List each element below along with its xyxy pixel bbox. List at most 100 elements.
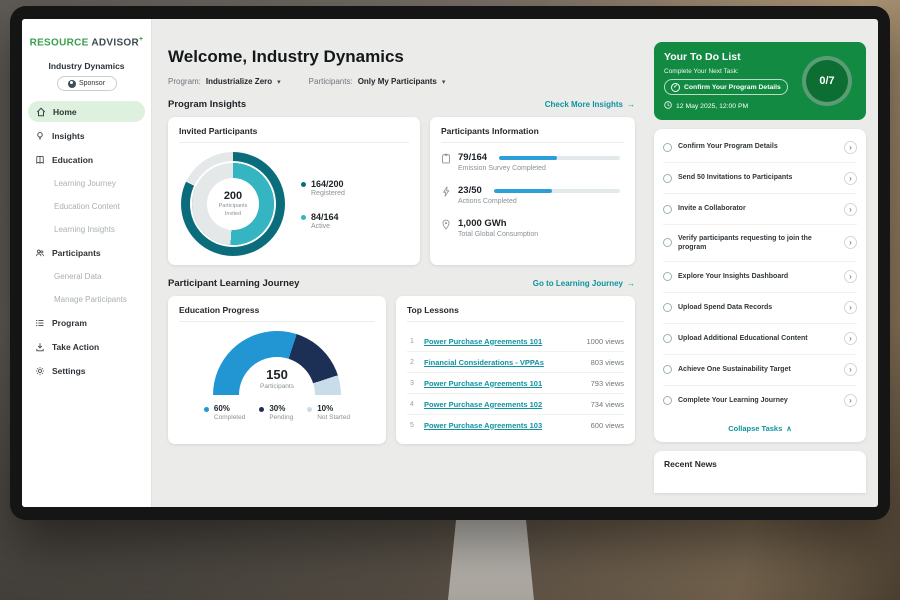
chevron-right-icon[interactable]: › [844, 363, 857, 377]
lesson-rank: 3 [410, 379, 414, 387]
lesson-views: 734 views [590, 399, 624, 409]
program-filter-dropdown[interactable]: Program: Industrialize Zero ▾ [168, 77, 281, 86]
sidebar-item-program[interactable]: Program [22, 311, 151, 335]
legend-item-active: 84/164 Active [301, 212, 345, 230]
sidebar-item-manage-participants[interactable]: Manage Participants [22, 288, 151, 311]
todo-progress-ring: 0/7 [802, 56, 852, 106]
lesson-link[interactable]: Power Purchase Agreements 102 [424, 399, 543, 409]
lesson-link[interactable]: Financial Considerations - VPPAs [424, 357, 544, 367]
invited-donut-chart: 200 Participants Invited [181, 152, 285, 256]
lesson-link[interactable]: Power Purchase Agreements 101 [424, 378, 543, 388]
sidebar-item-settings[interactable]: Settings [22, 359, 151, 383]
sidebar-item-label: Learning Insights [54, 225, 115, 235]
task-label: Upload Additional Educational Content [678, 335, 808, 343]
card-title: Participants Information [441, 126, 624, 143]
sidebar-item-general-data[interactable]: General Data [22, 265, 151, 288]
legend-item-pending: 30% Pending [259, 404, 293, 421]
sponsor-badge-label: Sponsor [78, 80, 106, 88]
journey-cards-row: Education Progress 150 Participants [168, 296, 635, 444]
task-checkbox[interactable] [663, 396, 672, 406]
sidebar-item-education-content[interactable]: Education Content [22, 195, 151, 218]
sidebar-item-home[interactable]: Home [28, 101, 145, 123]
chevron-right-icon[interactable]: › [844, 140, 857, 154]
sidebar-item-education[interactable]: Education [22, 148, 151, 172]
task-row[interactable]: Verify participants requesting to join t… [663, 225, 857, 262]
sidebar-item-participants[interactable]: Participants [22, 241, 151, 265]
invited-participants-card: Invited Participants 200 Participants In… [168, 117, 420, 265]
brand-advisor: ADVISOR [91, 37, 140, 49]
sidebar-item-label: Education Content [54, 202, 120, 212]
task-checkbox[interactable] [663, 142, 672, 152]
task-label: Verify participants requesting to join t… [678, 234, 812, 251]
section-title: Participant Learning Journey [168, 278, 300, 289]
sponsor-person-icon [67, 79, 76, 88]
lesson-views: 1000 views [586, 336, 624, 346]
task-row[interactable]: Complete Your Learning Journey › [663, 386, 857, 416]
link-label: Go to Learning Journey [532, 279, 623, 288]
lesson-link[interactable]: Power Purchase Agreements 101 [424, 336, 543, 346]
sidebar-item-label: Manage Participants [54, 295, 127, 305]
chevron-right-icon[interactable]: › [844, 236, 857, 250]
legend-value: 10% [317, 404, 334, 413]
chevron-right-icon[interactable]: › [844, 332, 857, 346]
recent-news-card: Recent News [654, 450, 866, 493]
task-checkbox[interactable] [663, 173, 672, 183]
task-checkbox[interactable] [663, 272, 672, 282]
legend-item-completed: 60% Completed [203, 404, 245, 421]
task-label: Complete Your Learning Journey [678, 397, 788, 405]
chevron-right-icon[interactable]: › [844, 171, 857, 185]
task-row[interactable]: Upload Spend Data Records › [663, 293, 857, 324]
sidebar-item-insights[interactable]: Insights [22, 124, 151, 148]
task-row[interactable]: Confirm Your Program Details › [663, 132, 857, 163]
progress-fill [493, 188, 552, 193]
check-more-insights-link[interactable]: Check More Insights → [545, 100, 635, 109]
gauge-value: 150 [266, 367, 288, 382]
legend-dot [307, 407, 313, 412]
lesson-link[interactable]: Power Purchase Agreements 103 [424, 420, 543, 430]
task-checkbox[interactable] [663, 204, 672, 214]
stat-global-consumption: 1,000 GWh Total Global Consumption [441, 218, 624, 238]
sidebar-item-label: Participants [52, 248, 101, 259]
task-row[interactable]: Explore Your Insights Dashboard › [663, 262, 857, 293]
task-checkbox[interactable] [663, 334, 672, 344]
collapse-tasks-link[interactable]: Collapse Tasks ∧ [663, 416, 857, 437]
sidebar-item-label: General Data [54, 272, 102, 282]
filter-label: Participants: [308, 77, 353, 86]
task-row[interactable]: Invite a Collaborator › [663, 194, 857, 225]
legend-value: 60% [213, 404, 230, 413]
link-label: Check More Insights [544, 100, 623, 109]
chevron-right-icon[interactable]: › [844, 202, 857, 216]
legend-value: 84/164 [311, 211, 339, 222]
location-pin-icon [441, 219, 451, 238]
learning-journey-header: Participant Learning Journey Go to Learn… [168, 278, 635, 289]
sidebar-item-take-action[interactable]: Take Action [22, 335, 151, 359]
monitor-stand [448, 514, 534, 600]
task-label: Upload Spend Data Records [678, 304, 773, 312]
org-name: Industry Dynamics [48, 61, 125, 72]
education-legend: 60% Completed 30% Pending [179, 404, 375, 421]
go-to-learning-journey-link[interactable]: Go to Learning Journey → [533, 279, 635, 288]
chevron-right-icon[interactable]: › [844, 270, 857, 284]
legend-label: Not Started [317, 414, 351, 421]
sidebar-item-label: Education [52, 155, 94, 166]
recent-news-title: Recent News [664, 458, 717, 469]
task-checkbox[interactable] [663, 238, 672, 248]
clock-icon [664, 101, 672, 111]
task-row[interactable]: Achieve One Sustainability Target › [663, 355, 857, 386]
brand-resource: RESOURCE [29, 37, 89, 49]
book-icon [35, 155, 45, 165]
next-task-chip[interactable]: ✓ Confirm Your Program Details [664, 79, 788, 95]
task-row[interactable]: Upload Additional Educational Content › [663, 324, 857, 355]
card-title: Invited Participants [179, 126, 409, 143]
chevron-right-icon[interactable]: › [844, 394, 857, 408]
brand-plus: + [139, 36, 144, 43]
chevron-right-icon[interactable]: › [844, 301, 857, 315]
participants-filter-dropdown[interactable]: Participants: Only My Participants ▾ [309, 77, 446, 86]
sidebar-item-learning-journey[interactable]: Learning Journey [22, 172, 151, 195]
task-row[interactable]: Send 50 Invitations to Participants › [663, 163, 857, 194]
task-checkbox[interactable] [663, 365, 672, 375]
legend-value: 164/200 [311, 178, 344, 189]
sidebar-item-learning-insights[interactable]: Learning Insights [22, 218, 151, 241]
sidebar-item-label: Learning Journey [54, 179, 116, 189]
task-checkbox[interactable] [663, 303, 672, 313]
